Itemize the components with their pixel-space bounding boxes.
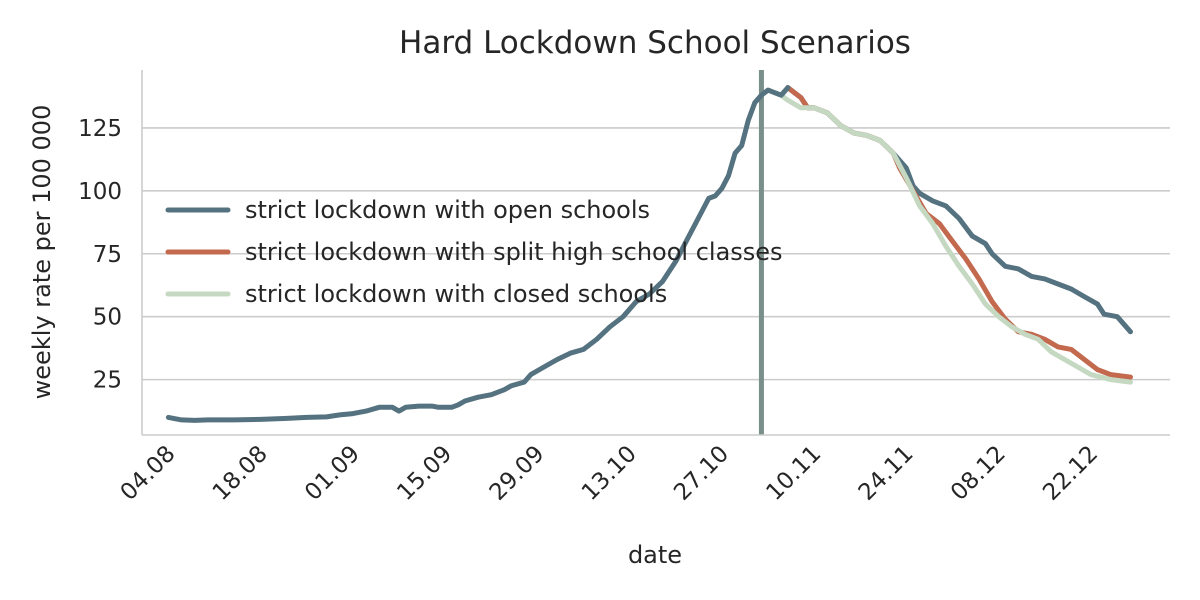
- history-line: [165, 85, 791, 423]
- x-tick-label: 24.11: [854, 441, 919, 506]
- chart-title: Hard Lockdown School Scenarios: [399, 25, 911, 61]
- plot-area: [165, 85, 1133, 423]
- x-tick-label: 13.10: [577, 441, 642, 506]
- x-tick-label: 18.08: [208, 441, 273, 506]
- x-tick-label: 01.09: [300, 441, 365, 506]
- x-tick-label: 22.12: [1038, 441, 1103, 506]
- x-tick-label: 08.12: [946, 441, 1011, 506]
- y-tick-label: 50: [93, 305, 122, 331]
- legend: strict lockdown with open schools strict …: [165, 196, 783, 308]
- x-tick-label: 29.09: [485, 441, 550, 506]
- series-line-2: [785, 85, 1133, 380]
- legend-label: strict lockdown with split high school c…: [245, 238, 783, 266]
- legend-label: strict lockdown with open schools: [245, 196, 650, 224]
- y-axis-label: weekly rate per 100 000: [28, 105, 56, 400]
- y-axis-ticks: 25 50 75 100 125: [78, 116, 122, 394]
- x-axis-ticks: 04.08 18.08 01.09 15.09 29.09 13.10 27.10 10.11…: [116, 441, 1104, 506]
- y-tick-label: 125: [78, 116, 122, 142]
- x-tick-label: 27.10: [669, 441, 734, 506]
- y-tick-label: 100: [78, 179, 122, 205]
- x-axis-label: date: [628, 541, 682, 569]
- axis-spines: [141, 70, 1170, 436]
- y-tick-label: 25: [93, 368, 122, 394]
- y-tick-label: 75: [93, 242, 122, 268]
- x-tick-label: 04.08: [116, 441, 181, 506]
- legend-label: strict lockdown with closed schools: [245, 280, 667, 308]
- x-tick-label: 10.11: [761, 441, 826, 506]
- series-line-3: [765, 87, 1133, 385]
- x-tick-label: 15.09: [392, 441, 457, 506]
